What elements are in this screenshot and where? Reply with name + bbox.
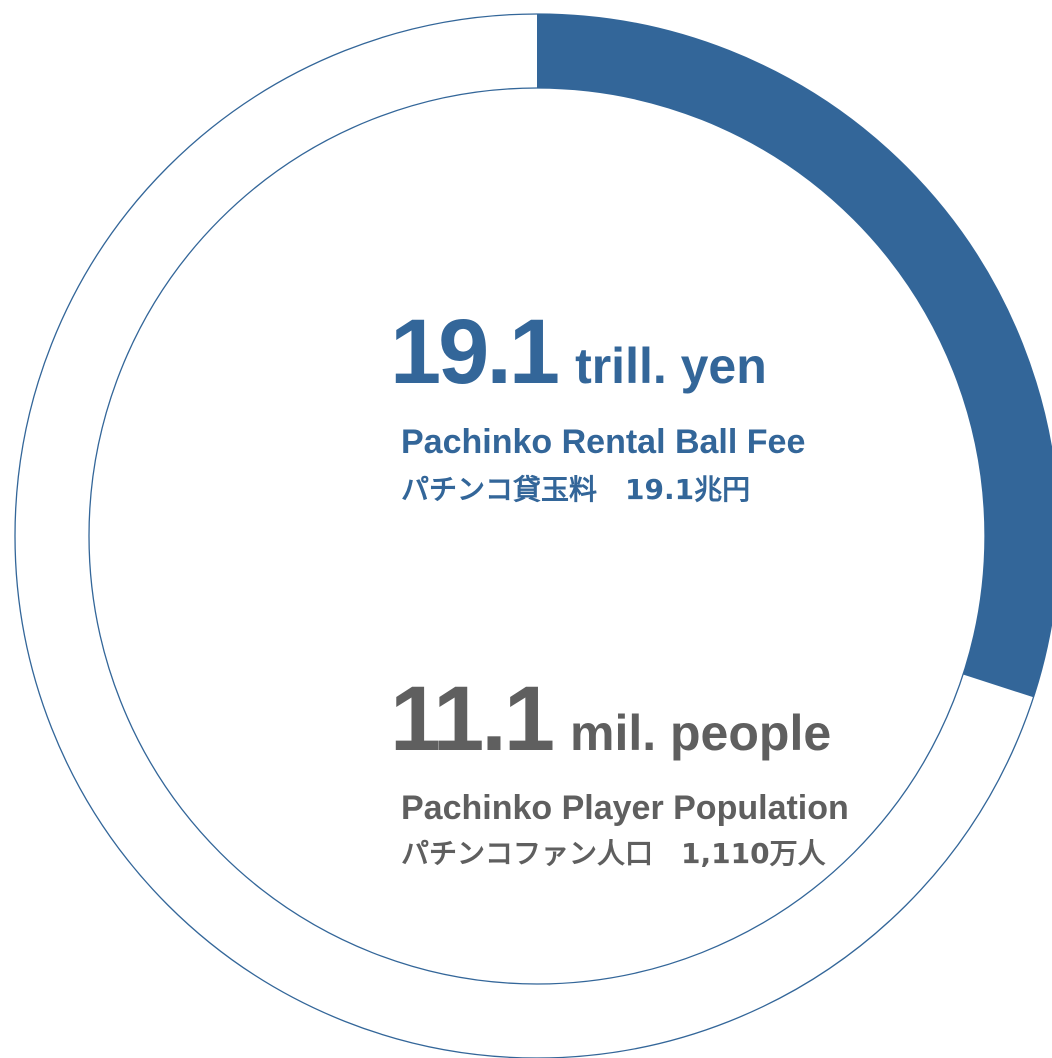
rental-fee-unit: trill. yen — [575, 338, 767, 394]
rental-fee-label-ja: パチンコ貸玉料 19.1兆円 — [401, 473, 751, 506]
rental-fee-value: 19.1 — [390, 301, 560, 403]
donut-filled-segment — [537, 14, 1052, 698]
player-population-label-en: Pachinko Player Population — [401, 789, 849, 827]
player-population-value: 11.1 — [390, 668, 555, 770]
player-population-label-ja: パチンコファン人口 1,110万人 — [401, 837, 826, 870]
donut-outer-outline — [14, 13, 1052, 1058]
player-population-unit: mil. people — [569, 705, 832, 761]
donut-inner-outline — [88, 87, 986, 985]
rental-fee-label-en: Pachinko Rental Ball Fee — [401, 423, 806, 461]
player-population-value-row: 11.1 mil. people — [390, 673, 831, 765]
rental-fee-value-row: 19.1 trill. yen — [390, 306, 767, 398]
